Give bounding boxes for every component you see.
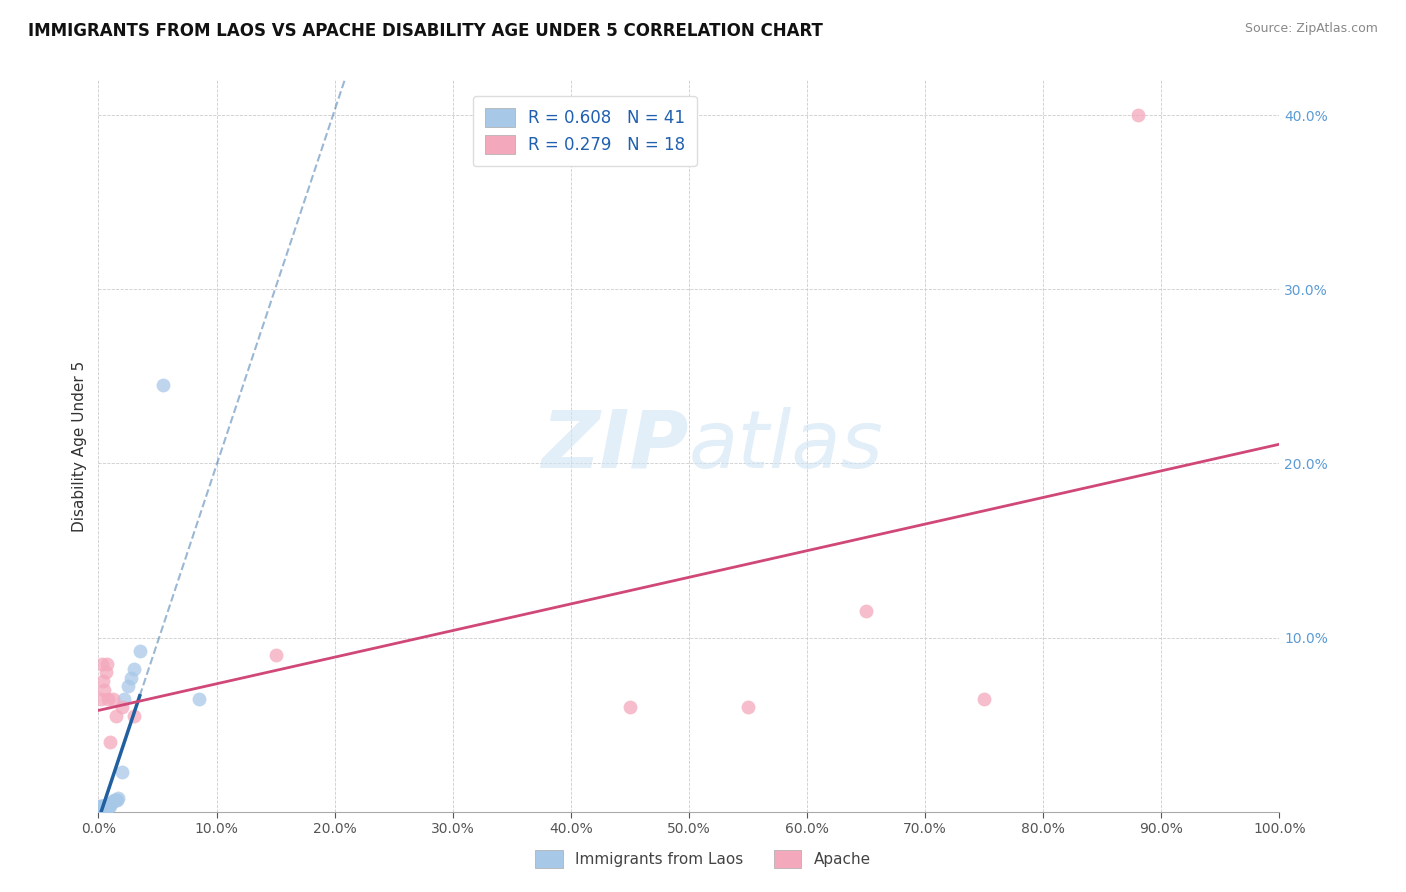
Point [111,700,134,714]
Point [90,801,112,815]
Point [97,691,120,706]
Point [91,674,114,689]
Point [89,801,111,815]
Point [105,792,128,806]
Point [89,801,111,815]
Point [93,799,115,814]
Point [91,801,114,815]
Point [1126,108,1149,122]
Point [97,799,120,814]
Point [98,796,121,810]
Point [90,691,112,706]
Point [152,378,174,392]
Point [264,648,287,662]
Y-axis label: Disability Age Under 5: Disability Age Under 5 [72,360,87,532]
Point [91,657,114,671]
Point [94,801,117,815]
Point [89,799,111,814]
Point [117,679,139,693]
Point [855,604,877,618]
Text: atlas: atlas [689,407,884,485]
Point [973,691,995,706]
Point [103,792,125,806]
Point [98,735,121,749]
Point [91,801,114,815]
Point [90,801,112,815]
Point [107,790,129,805]
Point [96,799,118,814]
Point [93,801,115,815]
Point [89,801,111,815]
Point [90,801,112,815]
Point [96,657,118,671]
Point [101,794,124,808]
Point [98,799,121,814]
Point [98,799,121,814]
Point [93,682,115,697]
Point [94,665,117,680]
Point [122,709,145,723]
Text: IMMIGRANTS FROM LAOS VS APACHE DISABILITY AGE UNDER 5 CORRELATION CHART: IMMIGRANTS FROM LAOS VS APACHE DISABILIT… [28,22,823,40]
Point [187,691,209,706]
Point [89,801,111,815]
Legend: Immigrants from Laos, Apache: Immigrants from Laos, Apache [527,843,879,875]
Point [91,801,114,815]
Point [91,799,114,814]
Point [619,700,641,714]
Point [121,671,143,685]
Point [94,799,117,814]
Point [111,764,134,779]
Point [101,691,124,706]
Point [122,662,145,676]
Point [105,709,128,723]
Point [91,799,114,814]
Legend: R = 0.608   N = 41, R = 0.279   N = 18: R = 0.608 N = 41, R = 0.279 N = 18 [472,96,696,166]
Text: ZIP: ZIP [541,407,689,485]
Point [98,799,121,814]
Point [90,799,112,814]
Point [105,792,128,806]
Point [737,700,759,714]
Point [91,801,114,815]
Point [128,644,150,658]
Point [96,799,118,814]
Point [97,799,120,814]
Point [93,799,115,814]
Point [112,691,135,706]
Text: Source: ZipAtlas.com: Source: ZipAtlas.com [1244,22,1378,36]
